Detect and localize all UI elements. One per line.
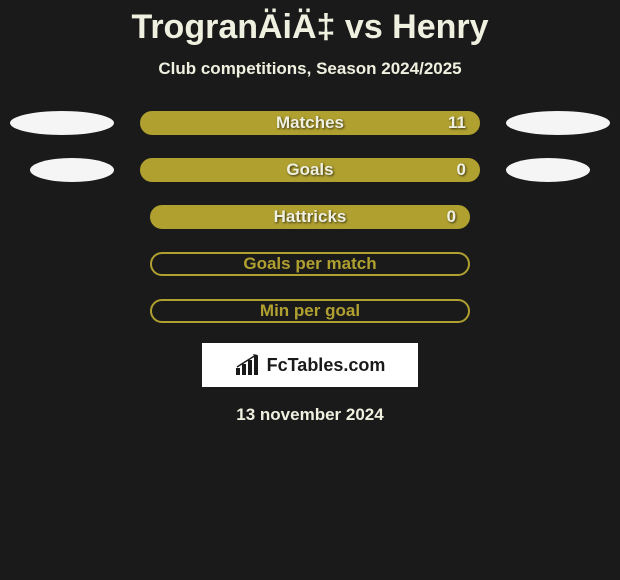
comparison-card: TrogranÄiÄ‡ vs Henry Club competitions, … [0, 0, 620, 425]
stat-value: 11 [448, 113, 466, 133]
player-left-marker [30, 158, 114, 182]
player-right-marker [506, 111, 610, 135]
stat-row-min-per-goal: Min per goal [0, 299, 620, 323]
date-label: 13 november 2024 [236, 405, 383, 425]
stat-bar-min-per-goal: Min per goal [150, 299, 470, 323]
stat-label: Matches [276, 113, 344, 133]
stat-bar-goals: Goals 0 [140, 158, 480, 182]
stat-row-hattricks: Hattricks 0 [0, 205, 620, 229]
page-subtitle: Club competitions, Season 2024/2025 [158, 59, 461, 79]
stat-value: 0 [457, 160, 466, 180]
stat-row-matches: Matches 11 [0, 111, 620, 135]
stat-value: 0 [447, 207, 456, 227]
page-title: TrogranÄiÄ‡ vs Henry [131, 8, 488, 47]
stat-row-goals-per-match: Goals per match [0, 252, 620, 276]
stat-label: Hattricks [274, 207, 347, 227]
bars-icon [235, 354, 261, 376]
stat-bar-matches: Matches 11 [140, 111, 480, 135]
brand-badge: FcTables.com [202, 343, 418, 387]
brand-text: FcTables.com [267, 355, 386, 376]
stats-list: Matches 11 Goals 0 Hattricks 0 Goal [0, 111, 620, 323]
player-left-marker [10, 111, 114, 135]
stat-label: Min per goal [260, 301, 360, 321]
stat-label: Goals per match [243, 254, 376, 274]
stat-row-goals: Goals 0 [0, 158, 620, 182]
stat-label: Goals [286, 160, 333, 180]
stat-bar-hattricks: Hattricks 0 [150, 205, 470, 229]
player-right-marker [506, 158, 590, 182]
stat-bar-goals-per-match: Goals per match [150, 252, 470, 276]
